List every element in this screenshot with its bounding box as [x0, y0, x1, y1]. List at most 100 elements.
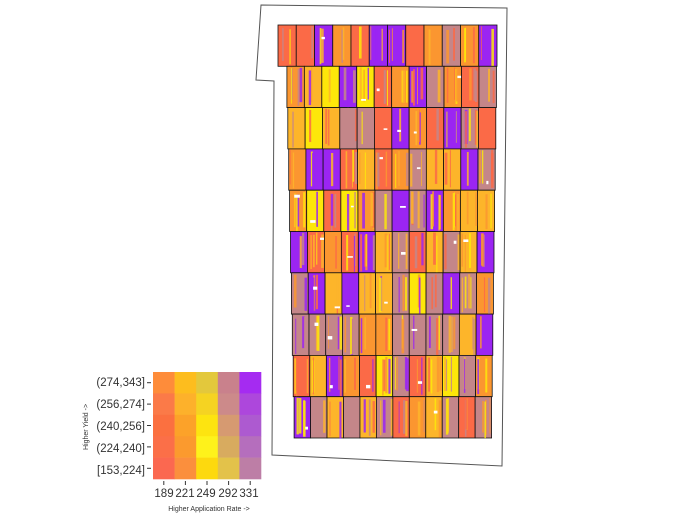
- yield-stripe: [402, 274, 405, 312]
- yield-stripe: [434, 274, 437, 308]
- data-gap: [383, 128, 388, 130]
- yield-stripe: [475, 70, 478, 103]
- yield-stripe: [312, 234, 315, 268]
- yield-stripe: [369, 273, 372, 309]
- legend-y-tick-5: [153,224]: [97, 465, 145, 477]
- yield-stripe: [294, 193, 296, 228]
- yield-stripe: [353, 70, 356, 103]
- yield-stripe: [475, 192, 478, 226]
- yield-stripe: [454, 194, 457, 227]
- yield-stripe: [367, 67, 370, 100]
- trial-plot: [408, 396, 427, 439]
- yield-stripe: [328, 357, 331, 392]
- yield-stripe: [304, 316, 307, 350]
- plot-row: [290, 231, 495, 274]
- yield-stripe: [398, 233, 400, 269]
- yield-stripe: [327, 109, 330, 146]
- yield-stripe: [419, 109, 420, 143]
- yield-stripe: [423, 194, 425, 228]
- data-gap: [397, 129, 401, 132]
- legend-y-tick-2: (256,274]: [96, 399, 145, 411]
- yield-stripe: [438, 400, 442, 438]
- data-gap: [366, 384, 371, 389]
- yield-stripe: [480, 26, 482, 61]
- plot-row: [287, 107, 497, 150]
- yield-stripe: [365, 234, 367, 267]
- yield-stripe: [455, 111, 457, 143]
- yield-stripe: [490, 193, 492, 229]
- yield-stripe: [446, 67, 449, 103]
- plot-row: [289, 189, 495, 232]
- yield-stripe: [292, 111, 294, 148]
- yield-stripe: [336, 401, 340, 435]
- yield-stripe: [339, 359, 342, 397]
- yield-stripe: [372, 359, 374, 392]
- yield-stripe: [481, 150, 484, 184]
- yield-stripe: [282, 28, 284, 61]
- data-gap: [350, 205, 354, 208]
- yield-stripe: [410, 153, 413, 187]
- yield-stripe: [321, 28, 324, 63]
- yield-stripe: [420, 67, 424, 100]
- data-gap: [346, 305, 350, 307]
- legend-cell: [153, 436, 175, 458]
- data-gap: [321, 36, 325, 40]
- yield-stripe: [466, 191, 469, 225]
- yield-stripe: [344, 359, 347, 393]
- legend-y-ticks: (274,343] (256,274] (240,256] (224,240] …: [96, 377, 145, 477]
- plot-row: [277, 24, 498, 67]
- yield-stripe: [294, 358, 296, 394]
- yield-stripe: [401, 319, 405, 354]
- yield-stripe: [435, 318, 439, 356]
- yield-stripe: [364, 275, 366, 312]
- yield-stripe: [439, 275, 442, 308]
- yield-stripe: [363, 69, 365, 102]
- data-gap: [310, 220, 316, 223]
- yield-stripe: [449, 356, 452, 390]
- yield-stripe: [290, 67, 292, 104]
- yield-stripe: [339, 401, 342, 439]
- yield-stripe: [309, 109, 312, 142]
- legend-y-title: Higher Yield ->: [83, 404, 90, 450]
- yield-stripe: [375, 26, 378, 64]
- trial-plot: [441, 396, 460, 439]
- yield-stripe: [468, 108, 471, 142]
- yield-stripe: [472, 27, 475, 64]
- yield-stripe: [484, 401, 486, 439]
- yield-stripe: [410, 191, 414, 224]
- trial-plot: [408, 231, 427, 274]
- yield-stripe: [438, 195, 441, 230]
- yield-stripe: [311, 277, 315, 313]
- yield-stripe: [382, 359, 384, 396]
- yield-stripe: [330, 193, 334, 226]
- legend-cell: [239, 436, 262, 458]
- legend-cell: [174, 393, 197, 416]
- yield-stripe: [323, 400, 326, 433]
- legend-cell: [217, 372, 240, 394]
- yield-stripe: [359, 67, 362, 100]
- yield-stripe: [432, 191, 434, 227]
- yield-stripe: [395, 153, 397, 188]
- yield-stripe: [464, 276, 467, 309]
- yield-stripe: [403, 400, 406, 434]
- legend-y-tick-4: (224,240]: [96, 443, 145, 455]
- yield-stripe: [358, 26, 362, 59]
- yield-stripe: [465, 397, 468, 430]
- legend-x-title: Higher Application Rate ->: [168, 506, 250, 513]
- legend-cell: [217, 457, 240, 480]
- legend-cell: [196, 436, 219, 458]
- yield-stripe: [412, 69, 415, 106]
- yield-stripe: [312, 152, 315, 189]
- yield-stripe: [430, 359, 433, 394]
- yield-stripe: [464, 28, 466, 63]
- yield-stripe: [353, 109, 356, 142]
- yield-stripe: [474, 109, 478, 145]
- legend-y-tick-1: (274,343]: [96, 377, 145, 389]
- yield-stripe: [461, 233, 464, 267]
- legend-y-tick-3: (240,256]: [96, 421, 145, 433]
- yield-stripe: [398, 151, 400, 186]
- data-gap: [314, 322, 319, 326]
- data-gap: [384, 301, 388, 304]
- yield-stripe: [402, 70, 405, 103]
- yield-stripe: [430, 112, 432, 149]
